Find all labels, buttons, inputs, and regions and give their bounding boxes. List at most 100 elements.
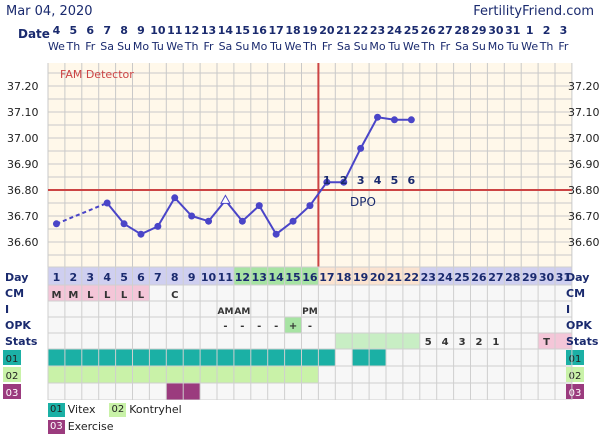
temp-point [289, 217, 297, 225]
cycle-day-num: 8 [171, 271, 179, 284]
day-cell [402, 267, 420, 285]
cycle-day-num: 29 [522, 271, 537, 284]
day-cell [453, 267, 471, 285]
opk-positive-cell [284, 317, 302, 333]
cycle-day-num: 4 [103, 271, 111, 284]
custom-cell-01 [115, 349, 133, 366]
custom-cell-01 [284, 349, 302, 366]
date-num: 11 [167, 24, 182, 37]
cycle-day-num: 11 [218, 271, 233, 284]
date-num: 14 [218, 24, 234, 37]
y-tick-left: 37.20 [7, 80, 39, 93]
temp-point [52, 220, 60, 228]
custom-code-right-bg [566, 350, 584, 365]
date-num: 1 [526, 24, 534, 37]
cycle-day-num: 7 [154, 271, 162, 284]
dpo-number: 1 [323, 174, 331, 187]
custom-cell-01 [301, 349, 319, 366]
row-bg [48, 301, 572, 317]
date-num: 17 [268, 24, 283, 37]
weekday: Fr [204, 40, 215, 53]
site-name: FertilityFriend.com [473, 4, 594, 19]
cycle-day-num: 31 [556, 271, 571, 284]
custom-cell-02 [115, 366, 133, 383]
temp-point [137, 230, 145, 238]
temp-point [255, 202, 263, 210]
cm-value: L [121, 290, 128, 301]
legend-swatch-03: 03 [48, 419, 65, 434]
date-num: 28 [454, 24, 469, 37]
custom-cell-01 [132, 349, 150, 366]
custom-cell-01 [81, 349, 99, 366]
date-num: 15 [235, 24, 250, 37]
row-bg [48, 383, 572, 400]
stats-cell [352, 333, 370, 349]
custom-cell-01 [166, 349, 184, 366]
intercourse-value: AM [217, 307, 233, 317]
cycle-day-num: 24 [437, 271, 453, 284]
cycle-day-num: 27 [488, 271, 503, 284]
row-label-left: CM [5, 287, 24, 300]
date-num: 23 [370, 24, 385, 37]
cm-value: L [138, 290, 145, 301]
row-label-left: I [5, 303, 9, 316]
y-tick-left: 36.60 [7, 236, 39, 249]
temp-segment [258, 205, 278, 235]
dpo-number: 4 [374, 174, 382, 187]
custom-cell-01 [369, 349, 386, 366]
legend-label-vitex: Vitex [67, 403, 96, 416]
stats-cell [402, 333, 420, 349]
weekday: Tu [506, 40, 519, 53]
row-label-right: Stats [566, 335, 599, 348]
day-cell [217, 267, 234, 285]
cycle-day-num: 3 [86, 271, 94, 284]
day-cell [166, 267, 184, 285]
stats-cell [335, 333, 353, 349]
y-tick-left: 36.90 [7, 158, 39, 171]
cm-cell [98, 285, 116, 301]
custom-code-left: 02 [6, 371, 19, 382]
temp-segment [275, 220, 294, 235]
y-tick-left: 36.70 [7, 210, 39, 223]
custom-cell-02 [267, 366, 285, 383]
custom-code-right: 01 [569, 354, 582, 365]
date-title: Mar 04, 2020 [6, 4, 93, 19]
legend: 01 Vitex 02 Kontryhel 03 Exercise [48, 401, 196, 435]
day-cell [115, 267, 133, 285]
opk-value: - [223, 321, 227, 332]
temp-point [306, 202, 314, 210]
custom-cell-03 [166, 383, 184, 400]
dpo-label: DPO [350, 195, 376, 209]
custom-code-right-bg [566, 384, 584, 399]
date-num: 2 [543, 24, 551, 37]
custom-cell-01 [48, 349, 65, 366]
stats-value: 2 [475, 337, 482, 348]
cm-cell [64, 285, 82, 301]
temp-segment [174, 197, 193, 217]
cycle-day-num: 6 [137, 271, 145, 284]
custom-cell-02 [250, 366, 268, 383]
weekday: Su [117, 40, 131, 53]
y-tick-right: 36.60 [568, 236, 600, 249]
date-num: 29 [471, 24, 486, 37]
weekday: Th [65, 40, 80, 53]
custom-code-right: 02 [569, 371, 582, 382]
date-num: 10 [150, 24, 166, 37]
cm-cell [81, 285, 99, 301]
date-num: 27 [437, 24, 452, 37]
date-num: 19 [302, 24, 317, 37]
row-label-right: OPK [566, 319, 592, 332]
date-num: 4 [53, 24, 61, 37]
y-tick-right: 36.90 [568, 158, 600, 171]
date-num: 9 [137, 24, 145, 37]
stats-value: 4 [442, 337, 449, 348]
day-cell [538, 267, 555, 285]
custom-cell-02 [183, 366, 201, 383]
day-cell [521, 267, 539, 285]
cm-cell [132, 285, 150, 301]
opk-value: + [289, 321, 297, 332]
date-num: 26 [421, 24, 437, 37]
weekday: Sa [219, 40, 233, 53]
